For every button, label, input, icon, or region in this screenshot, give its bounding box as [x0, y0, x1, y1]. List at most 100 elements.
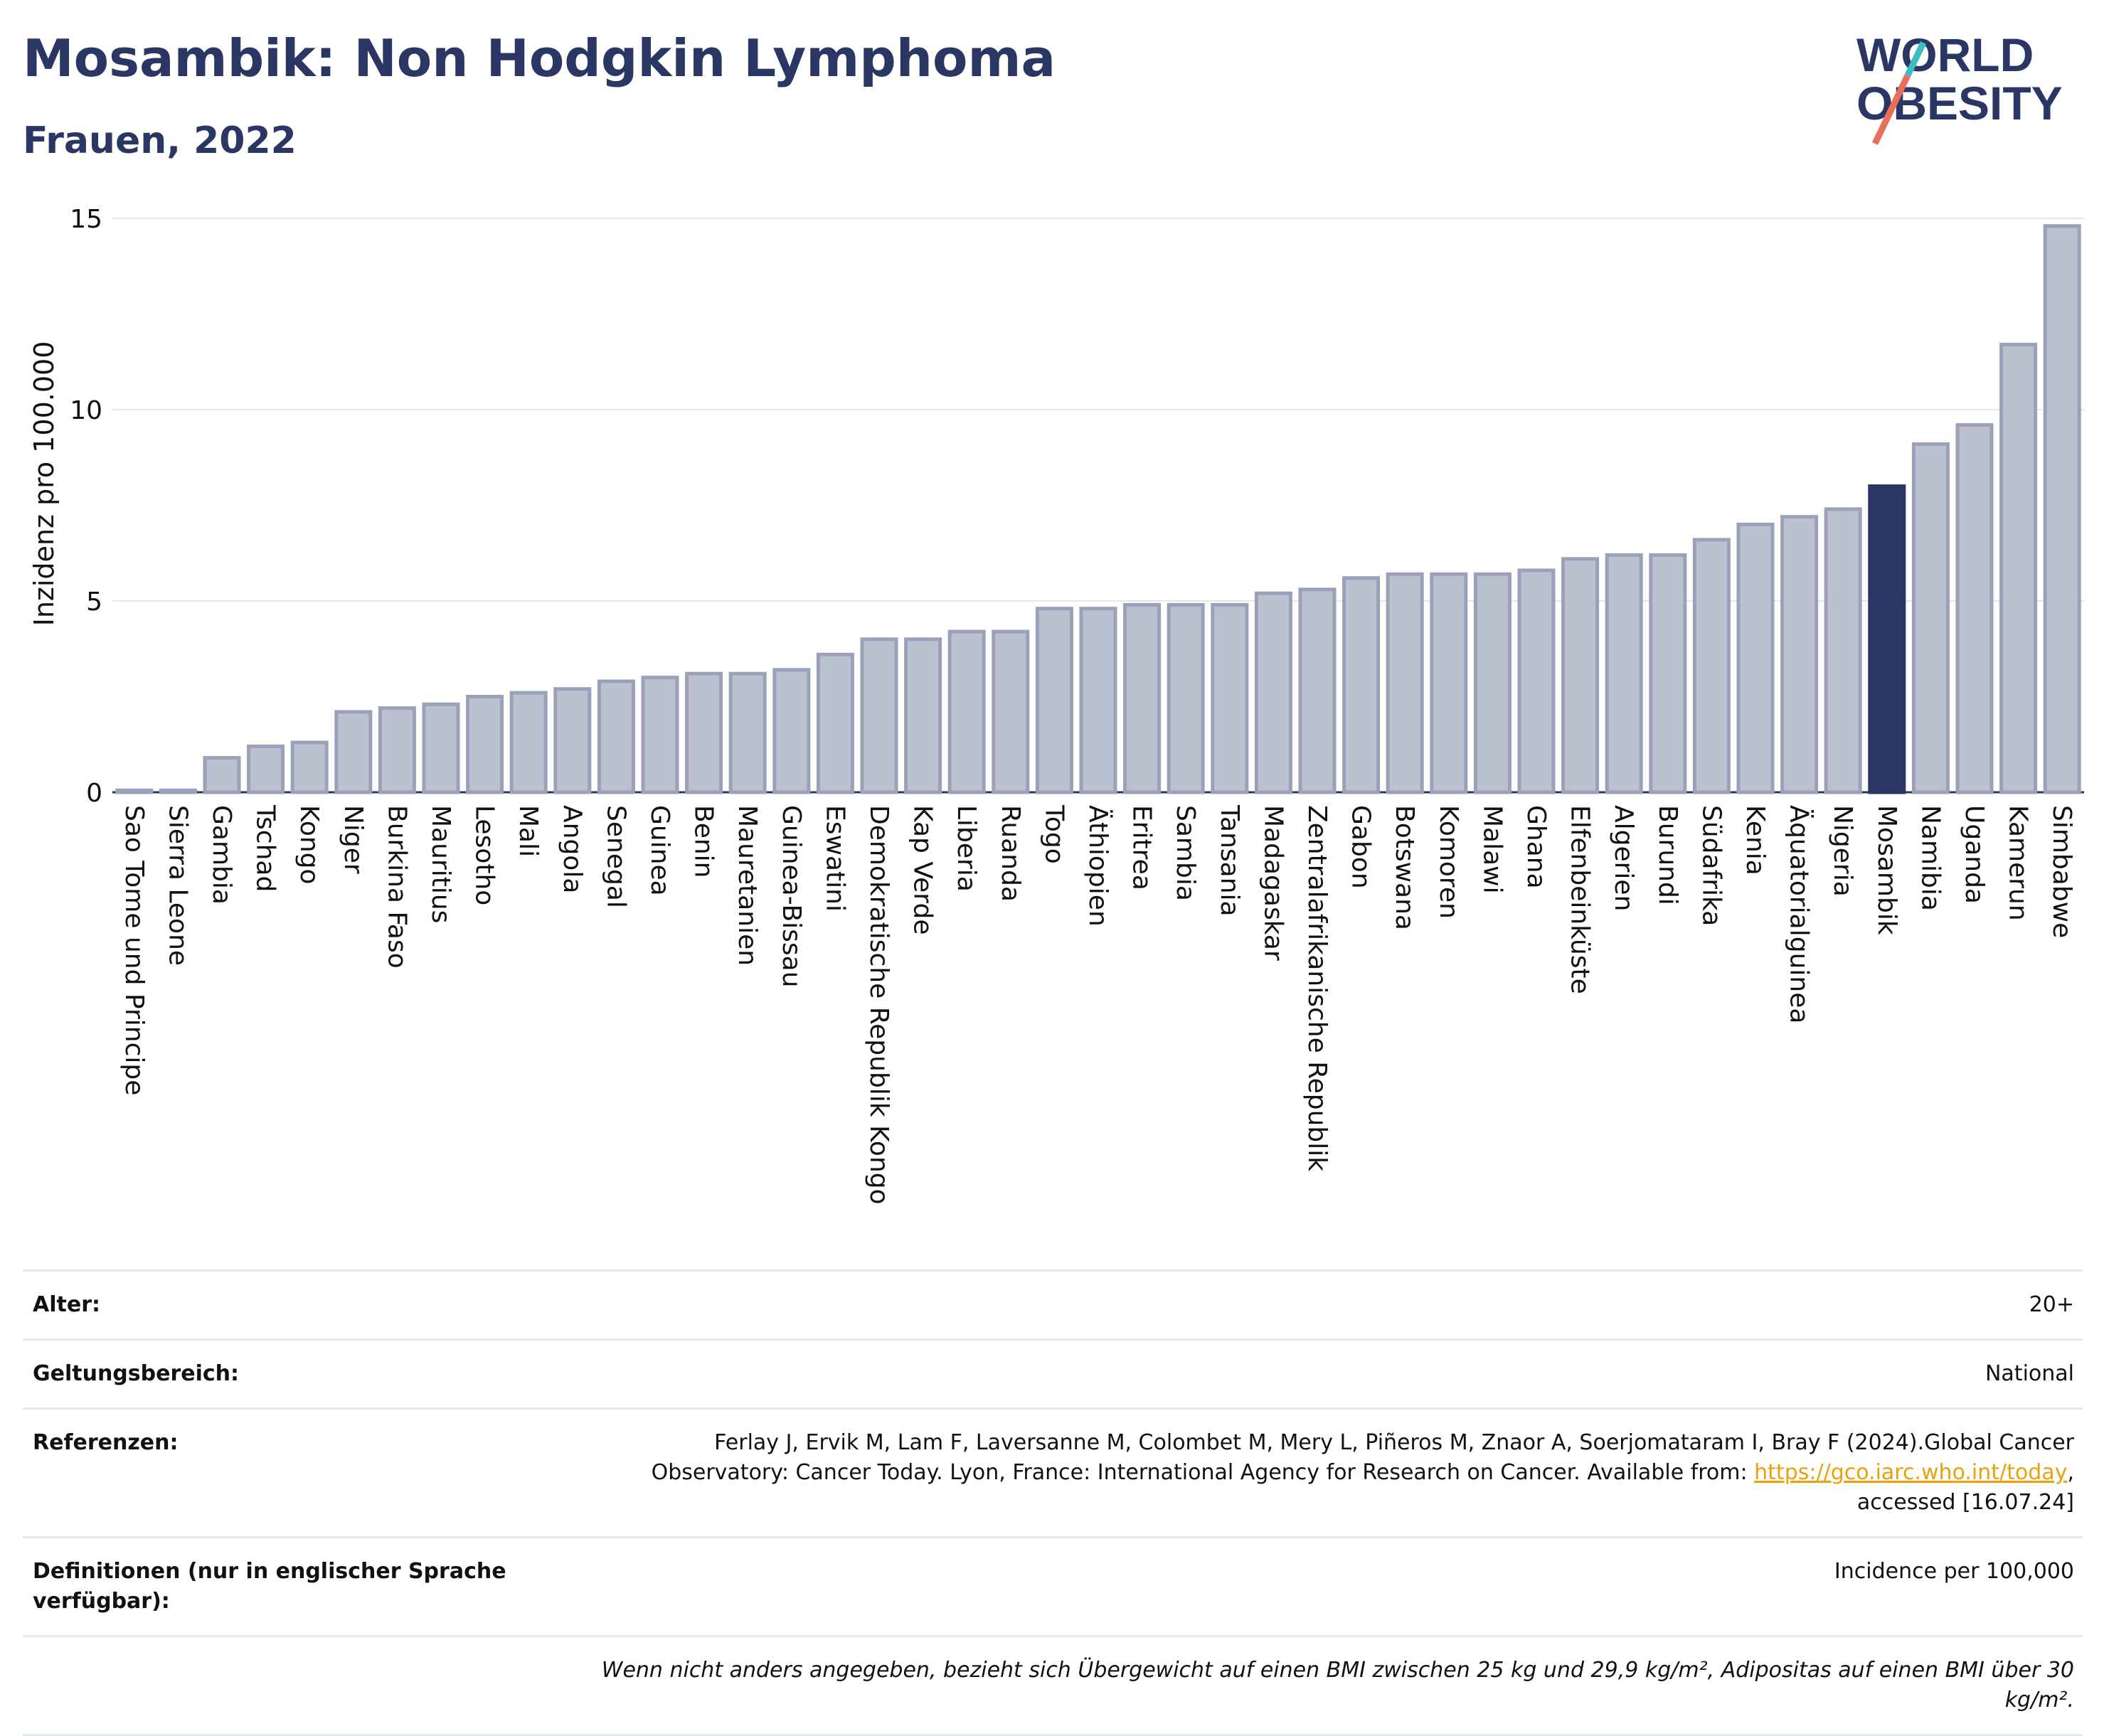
x-tick-label: Südafrika [1696, 805, 1726, 926]
y-axis-label: Inzidenz pro 100.000 [28, 341, 60, 627]
bar [904, 637, 942, 794]
x-tick-label: Kongo [294, 805, 324, 885]
y-tick-label: 0 [86, 779, 102, 808]
x-tick-label: Äthiopien [1083, 805, 1113, 927]
y-axis-ticks: 0 5 10 15 [70, 205, 102, 808]
x-tick-label: Malawi [1477, 805, 1507, 894]
bar [1605, 553, 1643, 794]
bar [860, 637, 898, 794]
bar [1123, 602, 1162, 794]
references-label: Referenzen: [33, 1430, 179, 1455]
x-tick-label: Nigeria [1828, 805, 1857, 897]
bar [334, 710, 373, 794]
x-tick-label: Senegal [601, 805, 630, 908]
bar [422, 702, 460, 794]
bar [1254, 591, 1292, 794]
y-tick-label: 15 [70, 205, 102, 234]
x-tick-label: Burkina Faso [382, 805, 411, 969]
references-accessed: , accessed [16.07.24] [1856, 1460, 2074, 1515]
page-subtitle: Frauen, 2022 [23, 119, 297, 162]
x-tick-label: Kamerun [2004, 805, 2033, 921]
definitions-value: Incidence per 100,000 [1834, 1559, 2074, 1584]
bar [728, 671, 767, 794]
x-tick-label: Kap Verde [908, 805, 937, 934]
x-tick-label: Sao Tome und Principe [119, 805, 149, 1095]
x-tick-label: Mosambik [1872, 805, 1901, 935]
bar [1999, 343, 2038, 794]
bar [947, 629, 986, 794]
x-tick-label: Benin [689, 805, 718, 878]
world-obesity-logo: WORLD OBESITY [1856, 28, 2063, 145]
x-tick-label: Demokratische Republik Kongo [864, 805, 893, 1205]
svg-text:WORLD: WORLD [1856, 28, 2034, 81]
meta-row-scope: Geltungsbereich: National [23, 1338, 2083, 1407]
x-tick-label: Sierra Leone [163, 805, 192, 966]
meta-row-references: Referenzen: Ferlay J, Ervik M, Lam F, La… [23, 1407, 2083, 1536]
y-tick-label: 5 [86, 587, 102, 617]
x-tick-label: Algerien [1609, 805, 1638, 911]
x-tick-label: Tschad [251, 804, 280, 892]
x-tick-label: Komoren [1434, 805, 1463, 919]
x-tick-label: Gambia [207, 805, 236, 905]
bar [378, 706, 416, 794]
page-title: Mosambik: Non Hodgkin Lymphoma [23, 28, 1056, 88]
meta-row-age: Alter: 20+ [23, 1269, 2083, 1338]
bar [203, 756, 241, 794]
x-tick-label: Togo [1039, 804, 1068, 864]
bar [685, 671, 723, 794]
age-label: Alter: [33, 1292, 100, 1317]
bar-highlighted [1868, 484, 1906, 794]
bar [816, 652, 854, 794]
x-tick-label: Ghana [1521, 805, 1551, 889]
x-tick-label: Zentralafrikanische Republik [1302, 805, 1332, 1171]
bar [509, 691, 548, 794]
svg-text:OBESITY: OBESITY [1856, 77, 2063, 129]
x-tick-label: Mali [514, 805, 543, 857]
x-tick-label: Ruanda [996, 805, 1025, 902]
bar [290, 740, 329, 794]
x-tick-label: Namibia [1916, 805, 1945, 911]
y-tick-label: 10 [70, 396, 102, 425]
bar [1035, 607, 1073, 794]
references-text: Ferlay J, Ervik M, Lam F, Laversanne M, … [651, 1430, 2074, 1485]
definitions-label: Definitionen (nur in englischer Sprache … [33, 1559, 506, 1614]
bar [772, 668, 811, 794]
x-tick-label: Eswatini [820, 805, 849, 912]
bar [159, 788, 197, 794]
bar [247, 744, 285, 794]
x-tick-label: Simbabwe [2047, 805, 2076, 938]
bar [1824, 507, 1862, 794]
x-tick-label: Tansania [1215, 804, 1244, 917]
bar [1955, 423, 1994, 794]
x-tick-label: Gabon [1346, 805, 1376, 889]
x-tick-label: Elfenbeinküste [1566, 805, 1595, 994]
x-tick-label: Uganda [1960, 805, 1989, 904]
x-tick-label: Eritrea [1127, 805, 1157, 890]
x-tick-label: Burundi [1653, 805, 1682, 905]
x-tick-label: Äquatorialguinea [1785, 805, 1815, 1023]
bar [1430, 572, 1468, 794]
bar [1780, 515, 1819, 794]
x-tick-label: Liberia [952, 805, 981, 892]
bar [2043, 224, 2081, 794]
x-tick-label: Guinea-Bissau [777, 805, 806, 988]
x-tick-label: Kenia [1741, 805, 1770, 875]
footnote-text: Wenn nicht anders angegeben, bezieht sic… [601, 1658, 2074, 1713]
bar [115, 788, 154, 794]
references-value: Ferlay J, Ervik M, Lam F, Laversanne M, … [580, 1428, 2074, 1518]
x-tick-label: Sambia [1171, 805, 1200, 901]
bar [553, 687, 592, 794]
age-value: 20+ [2029, 1292, 2074, 1317]
bar [1517, 568, 1556, 794]
bar [1736, 522, 1775, 794]
bar [597, 679, 635, 794]
x-tick-label: Madagaskar [1258, 805, 1287, 961]
scope-label: Geltungsbereich: [33, 1361, 240, 1386]
bar [1386, 572, 1424, 794]
references-link[interactable]: https://gco.iarc.who.int/today [1754, 1460, 2068, 1485]
bar [1211, 602, 1249, 794]
x-axis-labels: Sao Tome und Principe Sierra Leone Gambia T… [119, 804, 2076, 1205]
bar-chart: 0 5 10 15 Sao Tome und Principe Sierra Leone… [28, 205, 2084, 1205]
x-tick-label: Guinea [645, 805, 674, 896]
x-tick-label: Lesotho [470, 805, 499, 905]
